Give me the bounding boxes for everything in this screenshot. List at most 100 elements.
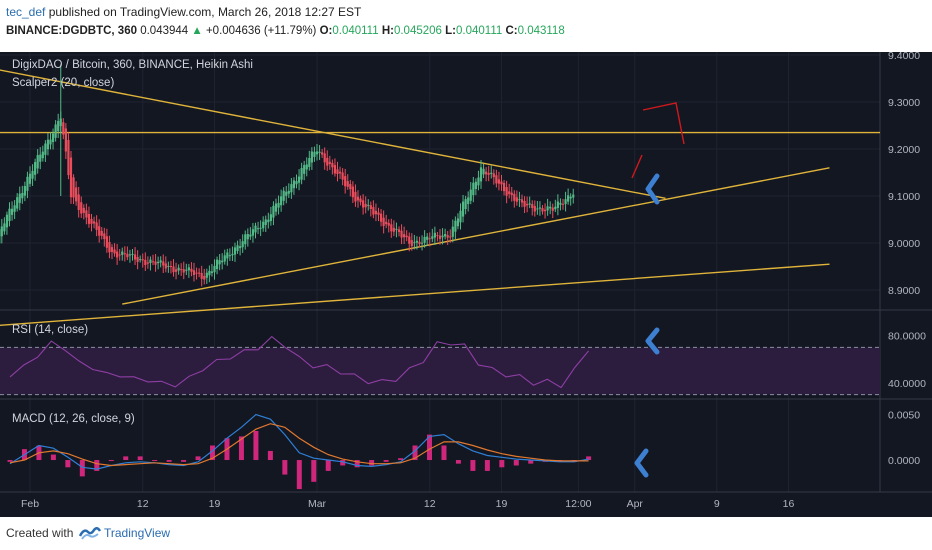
candle-body (536, 208, 539, 210)
time-tick-label: Mar (308, 498, 327, 510)
candle-body (36, 155, 39, 169)
candle-body (292, 180, 296, 189)
candle-body (62, 122, 65, 135)
chart-labels: DigixDAO / Bitcoin, 360, BINANCE, Heikin… (12, 59, 253, 425)
candle-body (405, 235, 408, 238)
candle-body (277, 202, 280, 208)
candle-body (561, 203, 565, 205)
candle-body (515, 197, 518, 202)
tradingview-brand[interactable]: TradingView (104, 526, 171, 540)
candle-body (0, 226, 3, 237)
candle-body (192, 270, 196, 276)
macd-histogram-bar (210, 445, 216, 461)
candle-body (523, 200, 526, 207)
candle-body (146, 262, 149, 264)
candle-body (239, 246, 242, 249)
candle-body (474, 181, 477, 190)
candle-body (280, 196, 283, 206)
candle-body (231, 253, 234, 256)
candle-body (182, 269, 185, 273)
candle-body (297, 176, 301, 183)
candle-body (254, 225, 257, 233)
candle-body (290, 184, 293, 193)
trendline (122, 167, 830, 305)
candle-body (23, 186, 26, 196)
candle-body (331, 162, 334, 168)
candle-body (505, 187, 508, 196)
candle-body (249, 234, 252, 237)
candle-body (326, 157, 329, 166)
candle-body (567, 195, 570, 202)
candle-body (26, 176, 29, 191)
price-tick-label: 9.1000 (888, 191, 920, 203)
candle-body (467, 197, 470, 205)
candle-body (477, 177, 480, 186)
time-tick-label: 9 (714, 498, 720, 510)
candle-body (221, 260, 224, 263)
candle-body (323, 153, 326, 163)
candle-body (3, 223, 6, 232)
candle-body (469, 189, 472, 201)
low-value: 0.040111 (456, 25, 503, 37)
candle-body (162, 261, 165, 266)
price-tick-label: 9.4000 (888, 52, 920, 62)
candle-body (541, 208, 544, 212)
candle-body (64, 128, 67, 152)
symbol-line: BINANCE:DGDBTC, 360 0.043944 ▲ +0.004636… (6, 25, 565, 37)
macd-histogram-bar (267, 450, 273, 461)
candle-body (438, 235, 442, 239)
candle-body (121, 251, 124, 255)
macd-histogram-bar (528, 460, 534, 464)
candle-body (518, 199, 521, 201)
candle-body (269, 214, 272, 221)
author-link[interactable]: tec_def (6, 5, 46, 19)
candle-body (520, 199, 524, 203)
price-tick-label: 9.2000 (888, 144, 920, 156)
candle-body (321, 152, 324, 155)
candle-body (246, 234, 249, 240)
candle-body (543, 209, 547, 212)
high-value: 0.045206 (393, 25, 442, 37)
candle-body (41, 151, 44, 159)
candle-body (559, 202, 562, 205)
candle-body (392, 227, 395, 232)
time-tick-label: 16 (783, 498, 795, 510)
candle-body (472, 182, 475, 196)
candle-body (123, 253, 126, 255)
trendline (0, 263, 830, 326)
trading-chart[interactable]: 80.0000 40.0000 0.0050 0.0000 DigixDAO / B… (0, 52, 932, 517)
macd-tick-label: 0.0000 (888, 455, 920, 467)
candle-body (108, 242, 111, 253)
symbol-label: BINANCE:DGDBTC, 360 (6, 25, 137, 37)
candle-body (287, 190, 290, 194)
candle-body (75, 187, 78, 202)
macd-histogram-bar (325, 460, 331, 471)
candle-body (564, 199, 567, 205)
macd-histogram-bar (238, 436, 244, 461)
candle-body (215, 259, 219, 270)
candle-body (367, 204, 370, 206)
price-tick-label: 9.0000 (888, 238, 920, 250)
candle-body (92, 221, 96, 224)
candle-body (454, 220, 457, 232)
candle-body (351, 186, 354, 198)
macd-histogram-bar (354, 460, 360, 468)
candle-body (354, 191, 357, 202)
price-axis[interactable]: 9.4000 9.3000 9.2000 9.1000 9.0000 8.9000 (888, 52, 920, 297)
candle-body (464, 199, 467, 210)
created-with-text: Created with (6, 526, 74, 540)
macd-histogram-bar (441, 445, 447, 461)
candle-body (228, 255, 231, 257)
signal-line (9, 423, 589, 467)
candle-body (410, 240, 413, 247)
candle-body (344, 176, 347, 187)
open-label: O: (319, 25, 333, 37)
candle-body (387, 222, 390, 226)
candle-body (8, 208, 11, 222)
time-tick-label: 19 (496, 498, 508, 510)
candle-body (377, 212, 380, 215)
time-axis[interactable]: Feb 12 19 Mar 12 19 12:00 Apr 9 16 (21, 498, 795, 510)
candle-body (259, 227, 262, 229)
candle-body (262, 221, 265, 229)
candle-body (131, 253, 134, 255)
